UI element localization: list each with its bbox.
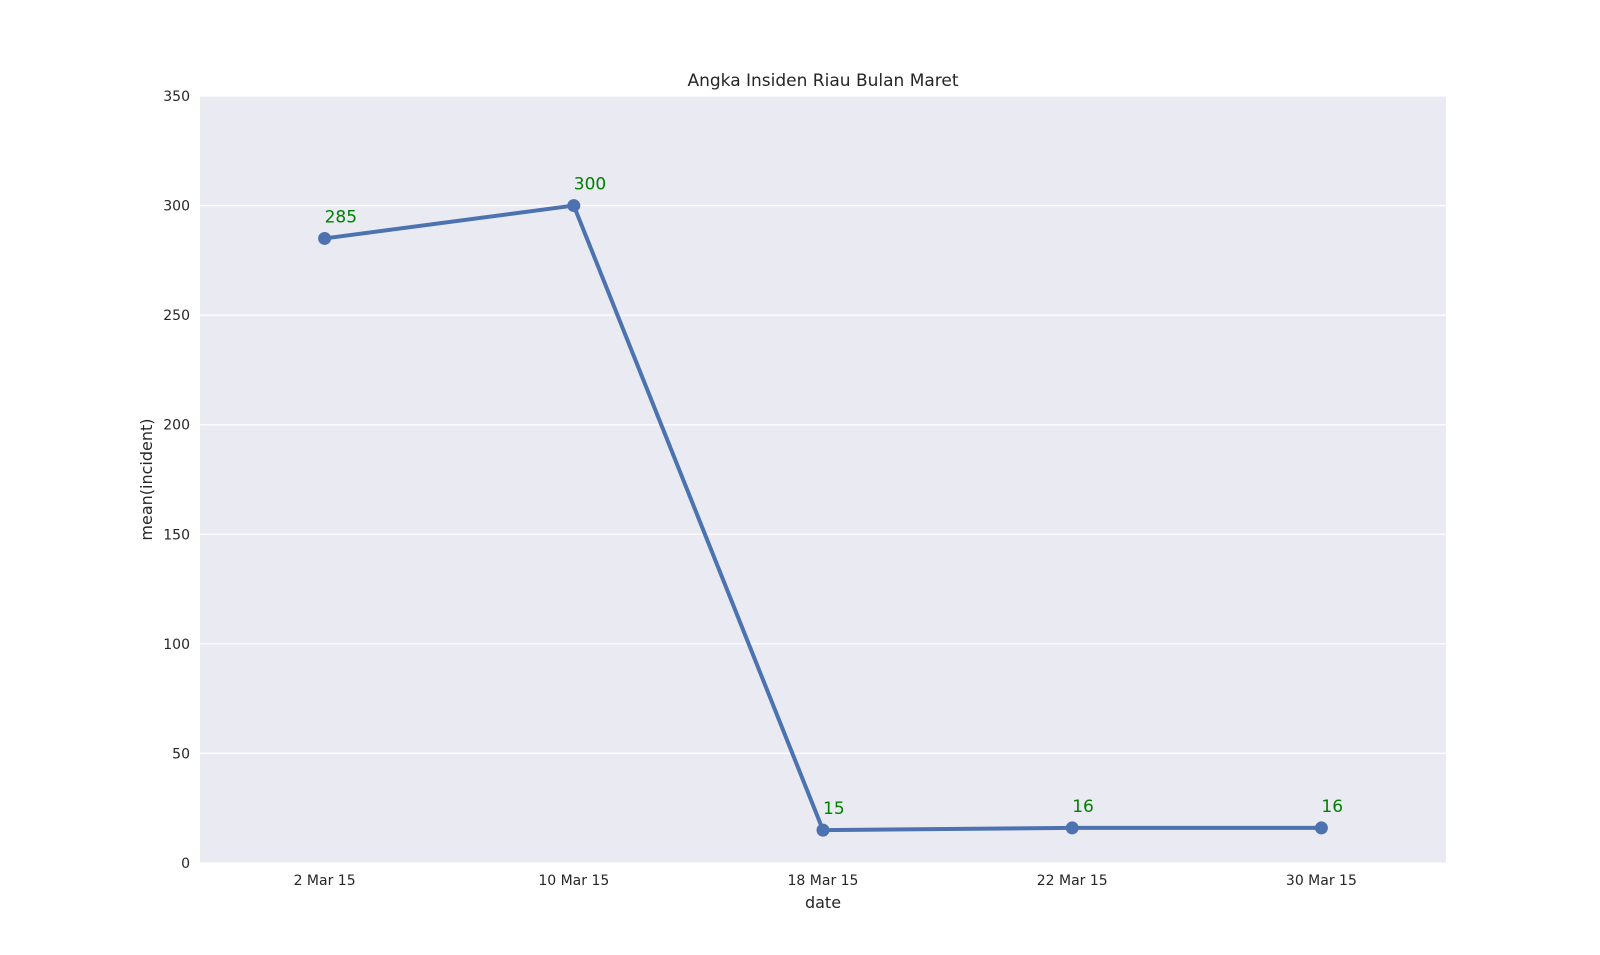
- data-label: 16: [1072, 797, 1094, 817]
- chart-title: Angka Insiden Riau Bulan Maret: [687, 71, 958, 91]
- data-point: [567, 199, 581, 213]
- y-axis-label: mean(incident): [137, 418, 156, 540]
- y-tick-label: 250: [163, 308, 190, 324]
- data-point: [1065, 821, 1079, 835]
- data-label: 285: [325, 207, 357, 227]
- y-tick-label: 350: [163, 89, 190, 105]
- y-tick-label: 300: [163, 199, 190, 215]
- plot-area: [200, 96, 1446, 863]
- x-tick-label: 2 Mar 15: [294, 873, 356, 889]
- gridlines: [200, 95, 1446, 864]
- y-tick-label: 200: [163, 418, 190, 434]
- y-tick-label: 150: [163, 527, 190, 543]
- x-tick-label: 18 Mar 15: [788, 873, 859, 889]
- y-tick-label: 0: [181, 856, 190, 872]
- y-axis-ticks: 0 50 100 150 200 250 300 350: [163, 89, 190, 872]
- data-point: [816, 823, 830, 837]
- data-point: [1314, 821, 1328, 835]
- y-tick-label: 100: [163, 637, 190, 653]
- x-tick-label: 10 Mar 15: [538, 873, 609, 889]
- series-layer: [318, 199, 1328, 837]
- y-tick-label: 50: [172, 746, 190, 762]
- data-labels: 285 300 15 16 16: [325, 175, 1343, 820]
- data-label: 300: [574, 175, 606, 195]
- data-label: 15: [823, 799, 845, 819]
- x-tick-label: 22 Mar 15: [1037, 873, 1108, 889]
- data-label: 16: [1321, 797, 1343, 817]
- x-axis-ticks: 2 Mar 15 10 Mar 15 18 Mar 15 22 Mar 15 30 Ma…: [294, 873, 1357, 889]
- x-tick-label: 30 Mar 15: [1286, 873, 1357, 889]
- x-axis-label: date: [805, 893, 841, 912]
- data-point: [318, 231, 332, 245]
